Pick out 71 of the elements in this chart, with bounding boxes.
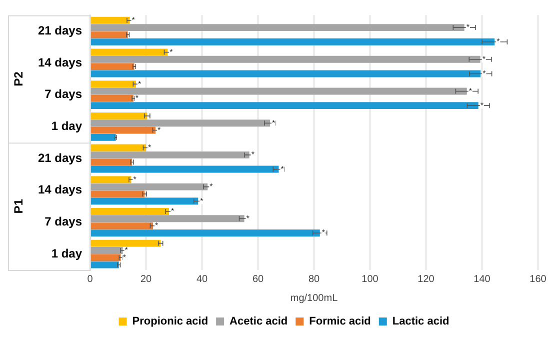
bar xyxy=(90,240,161,247)
bar xyxy=(90,31,128,38)
y-tick-label: 21 days xyxy=(38,23,82,38)
y-tick-label: 1 day xyxy=(51,118,82,133)
x-tick-label: 60 xyxy=(252,274,264,285)
text: P2 xyxy=(11,71,26,86)
data-label: * xyxy=(210,182,213,191)
bar xyxy=(90,16,130,24)
data-label: * xyxy=(322,228,326,238)
data-label: * xyxy=(251,150,254,160)
legend-label: Lactic acid xyxy=(392,316,450,328)
data-label: * xyxy=(155,221,158,230)
bar xyxy=(90,254,121,262)
bar xyxy=(90,70,481,78)
data-label: * xyxy=(132,16,135,25)
bar xyxy=(90,112,148,120)
x-tick-label: 140 xyxy=(474,274,491,285)
data-label: * xyxy=(482,54,486,64)
data-label: * xyxy=(170,206,174,216)
x-tick-label: 20 xyxy=(140,274,152,285)
bar xyxy=(90,134,116,141)
data-label: * xyxy=(135,94,139,103)
bar xyxy=(90,222,154,230)
y-tick-label: 7 days xyxy=(44,214,82,229)
data-label: * xyxy=(280,164,284,174)
data-label: * xyxy=(148,142,152,152)
data-label: * xyxy=(480,100,484,110)
bar xyxy=(90,190,145,198)
x-tick-label: 160 xyxy=(530,274,547,285)
bar xyxy=(90,176,132,184)
data-label: * xyxy=(133,174,136,184)
bar xyxy=(90,247,123,254)
bar xyxy=(90,208,169,215)
x-tick-label: 100 xyxy=(362,274,379,285)
data-label: * xyxy=(468,86,472,96)
bar xyxy=(90,261,119,268)
legend-label: Formic acid xyxy=(309,316,371,328)
data-label: * xyxy=(170,47,173,56)
x-tick-label: 120 xyxy=(418,274,435,285)
data-label: * xyxy=(124,246,128,255)
y-tick-label: 21 days xyxy=(38,150,82,165)
data-label: * xyxy=(200,196,204,206)
bar xyxy=(90,24,464,32)
bar xyxy=(90,63,134,70)
x-tick-label: 80 xyxy=(308,274,320,285)
data-label: * xyxy=(272,118,276,128)
legend-label: Acetic acid xyxy=(230,316,288,328)
data-label: * xyxy=(122,252,126,262)
bar xyxy=(90,94,134,102)
y-tick-label: 14 days xyxy=(38,55,82,70)
y-tick-label: 1 day xyxy=(51,246,82,260)
x-tick-label: 0 xyxy=(87,274,94,285)
data-label: * xyxy=(158,125,161,134)
bar xyxy=(90,102,478,110)
x-tick-label: 40 xyxy=(196,274,208,285)
bar xyxy=(90,88,467,95)
data-label: * xyxy=(482,68,486,78)
data-label: * xyxy=(466,22,470,32)
y-tick-label: 14 days xyxy=(38,182,82,197)
bar xyxy=(90,38,495,46)
legend-label: Propionic acid xyxy=(132,316,208,328)
x-axis-title: mg/100mL xyxy=(290,292,338,304)
bar xyxy=(90,230,320,236)
bar xyxy=(90,198,198,205)
y-tick-label: 7 days xyxy=(44,87,82,102)
data-label: * xyxy=(138,79,142,88)
bar xyxy=(90,158,132,166)
data-label: * xyxy=(246,214,250,223)
data-label: * xyxy=(496,37,500,46)
bar xyxy=(90,56,480,63)
text: P1 xyxy=(11,198,26,214)
